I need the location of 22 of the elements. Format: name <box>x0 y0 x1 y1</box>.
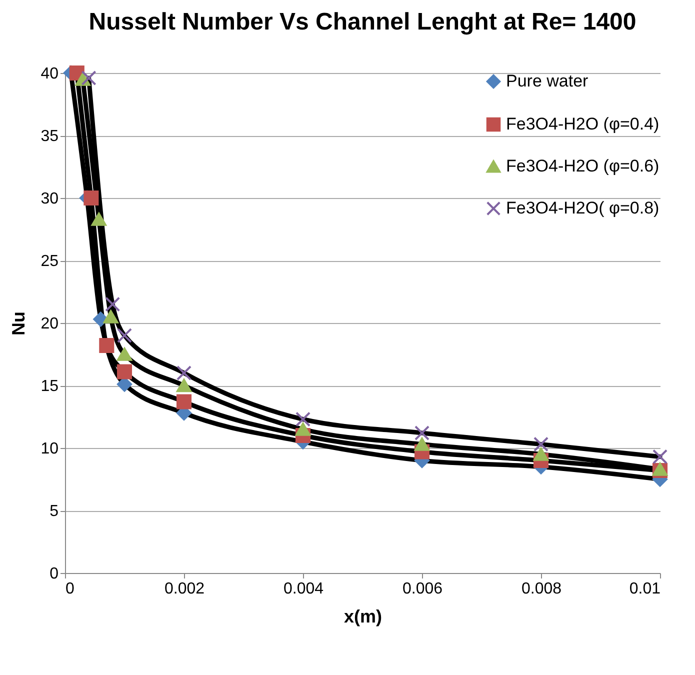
legend-label: Fe3O4-H2O (φ=0.6) <box>506 156 660 176</box>
x-tick-label: 0 <box>66 580 74 598</box>
y-tick-label: 20 <box>40 316 59 332</box>
chart-title: Nusselt Number Vs Channel Lenght at Re= 1400 <box>88 8 636 36</box>
y-tick-label: 30 <box>40 190 59 208</box>
legend-label: Fe3O4-H2O (φ=0.4) <box>506 114 660 134</box>
legend-label: Fe3O4-H2O( φ=0.8) <box>506 198 660 218</box>
y-tick-label: 5 <box>50 503 59 520</box>
x-tick-label: 0.002 <box>164 580 205 598</box>
y-tick-label: 35 <box>40 128 59 145</box>
y-tick-label: 40 <box>40 66 59 82</box>
y-tick-label: 15 <box>40 378 59 395</box>
y-axis-title: Nu <box>8 312 29 336</box>
legend-label: Pure water <box>506 72 589 90</box>
x-tick-label: 0.004 <box>283 580 324 598</box>
x-tick-label: 0.008 <box>521 580 562 598</box>
x-axis-title: x(m) <box>344 606 382 626</box>
y-tick-label: 0 <box>50 566 59 582</box>
x-tick-label: 0.006 <box>402 580 443 598</box>
y-tick-label: 10 <box>40 440 59 458</box>
x-tick-label: 0.01 <box>629 580 661 598</box>
y-tick-label: 25 <box>40 253 59 270</box>
